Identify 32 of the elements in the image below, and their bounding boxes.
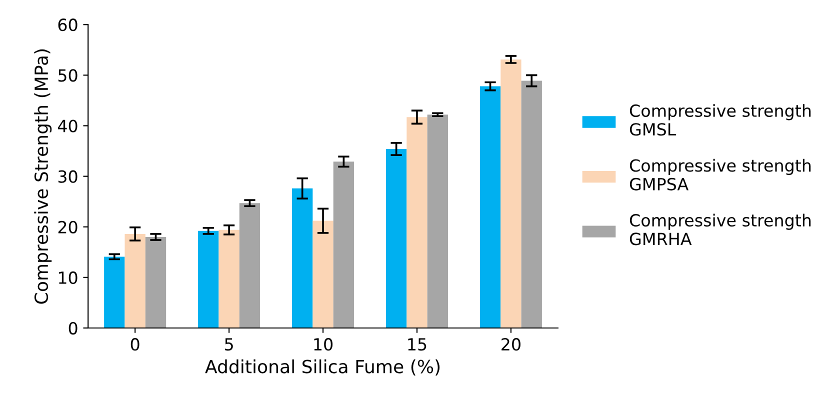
bar <box>198 230 219 328</box>
x-tick-label: 20 <box>502 338 520 351</box>
bar <box>521 80 542 328</box>
y-tick-label: 10 <box>58 271 78 284</box>
bar <box>145 236 166 328</box>
x-tick-label: 15 <box>408 338 426 351</box>
bar <box>239 203 260 328</box>
y-tick-label: 60 <box>58 18 78 32</box>
y-tick-label: 50 <box>58 69 78 82</box>
x-tick-label: 10 <box>314 338 333 351</box>
bar <box>427 114 448 328</box>
y-axis-title: Compressive Strength (MPa) <box>34 49 52 304</box>
bar <box>500 59 522 328</box>
bar <box>386 148 407 328</box>
bar <box>124 234 146 328</box>
x-tick-label: 0 <box>130 338 140 351</box>
x-tick-label: 5 <box>225 338 233 351</box>
bar <box>406 117 428 328</box>
bar <box>333 162 354 328</box>
bar <box>312 220 334 328</box>
legend-label: Compressive strength GMRHA <box>630 214 811 246</box>
y-tick-label: 20 <box>58 220 78 234</box>
y-tick-label: 0 <box>68 322 78 335</box>
bar <box>292 188 313 328</box>
bar <box>104 256 125 328</box>
y-tick-label: 40 <box>58 120 78 132</box>
bar <box>480 86 501 328</box>
y-tick-label: 30 <box>58 170 78 183</box>
legend-label: Compressive strength GMSL <box>630 104 811 136</box>
x-axis-title: Additional Silica Fume (%) <box>205 359 440 376</box>
bar <box>218 230 240 328</box>
legend-label: Compressive strength GMPSA <box>630 158 811 190</box>
